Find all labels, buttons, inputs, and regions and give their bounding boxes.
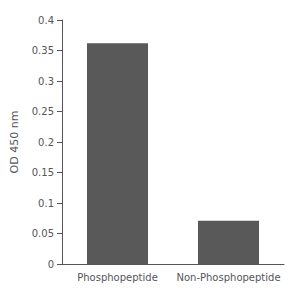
svg-text:0: 0 bbox=[48, 259, 54, 270]
svg-text:0.3: 0.3 bbox=[38, 76, 54, 87]
svg-text:OD 450 nm: OD 450 nm bbox=[8, 111, 21, 174]
svg-text:Phosphopeptide: Phosphopeptide bbox=[77, 272, 158, 283]
svg-text:0.05: 0.05 bbox=[32, 228, 54, 239]
svg-text:0.1: 0.1 bbox=[38, 198, 54, 209]
svg-text:0.15: 0.15 bbox=[32, 167, 54, 178]
svg-text:Non-Phosphopeptide: Non-Phosphopeptide bbox=[176, 272, 280, 283]
svg-text:0.4: 0.4 bbox=[38, 15, 54, 26]
svg-text:0.35: 0.35 bbox=[32, 45, 54, 56]
svg-text:0.25: 0.25 bbox=[32, 106, 54, 117]
svg-text:0.2: 0.2 bbox=[38, 137, 54, 148]
